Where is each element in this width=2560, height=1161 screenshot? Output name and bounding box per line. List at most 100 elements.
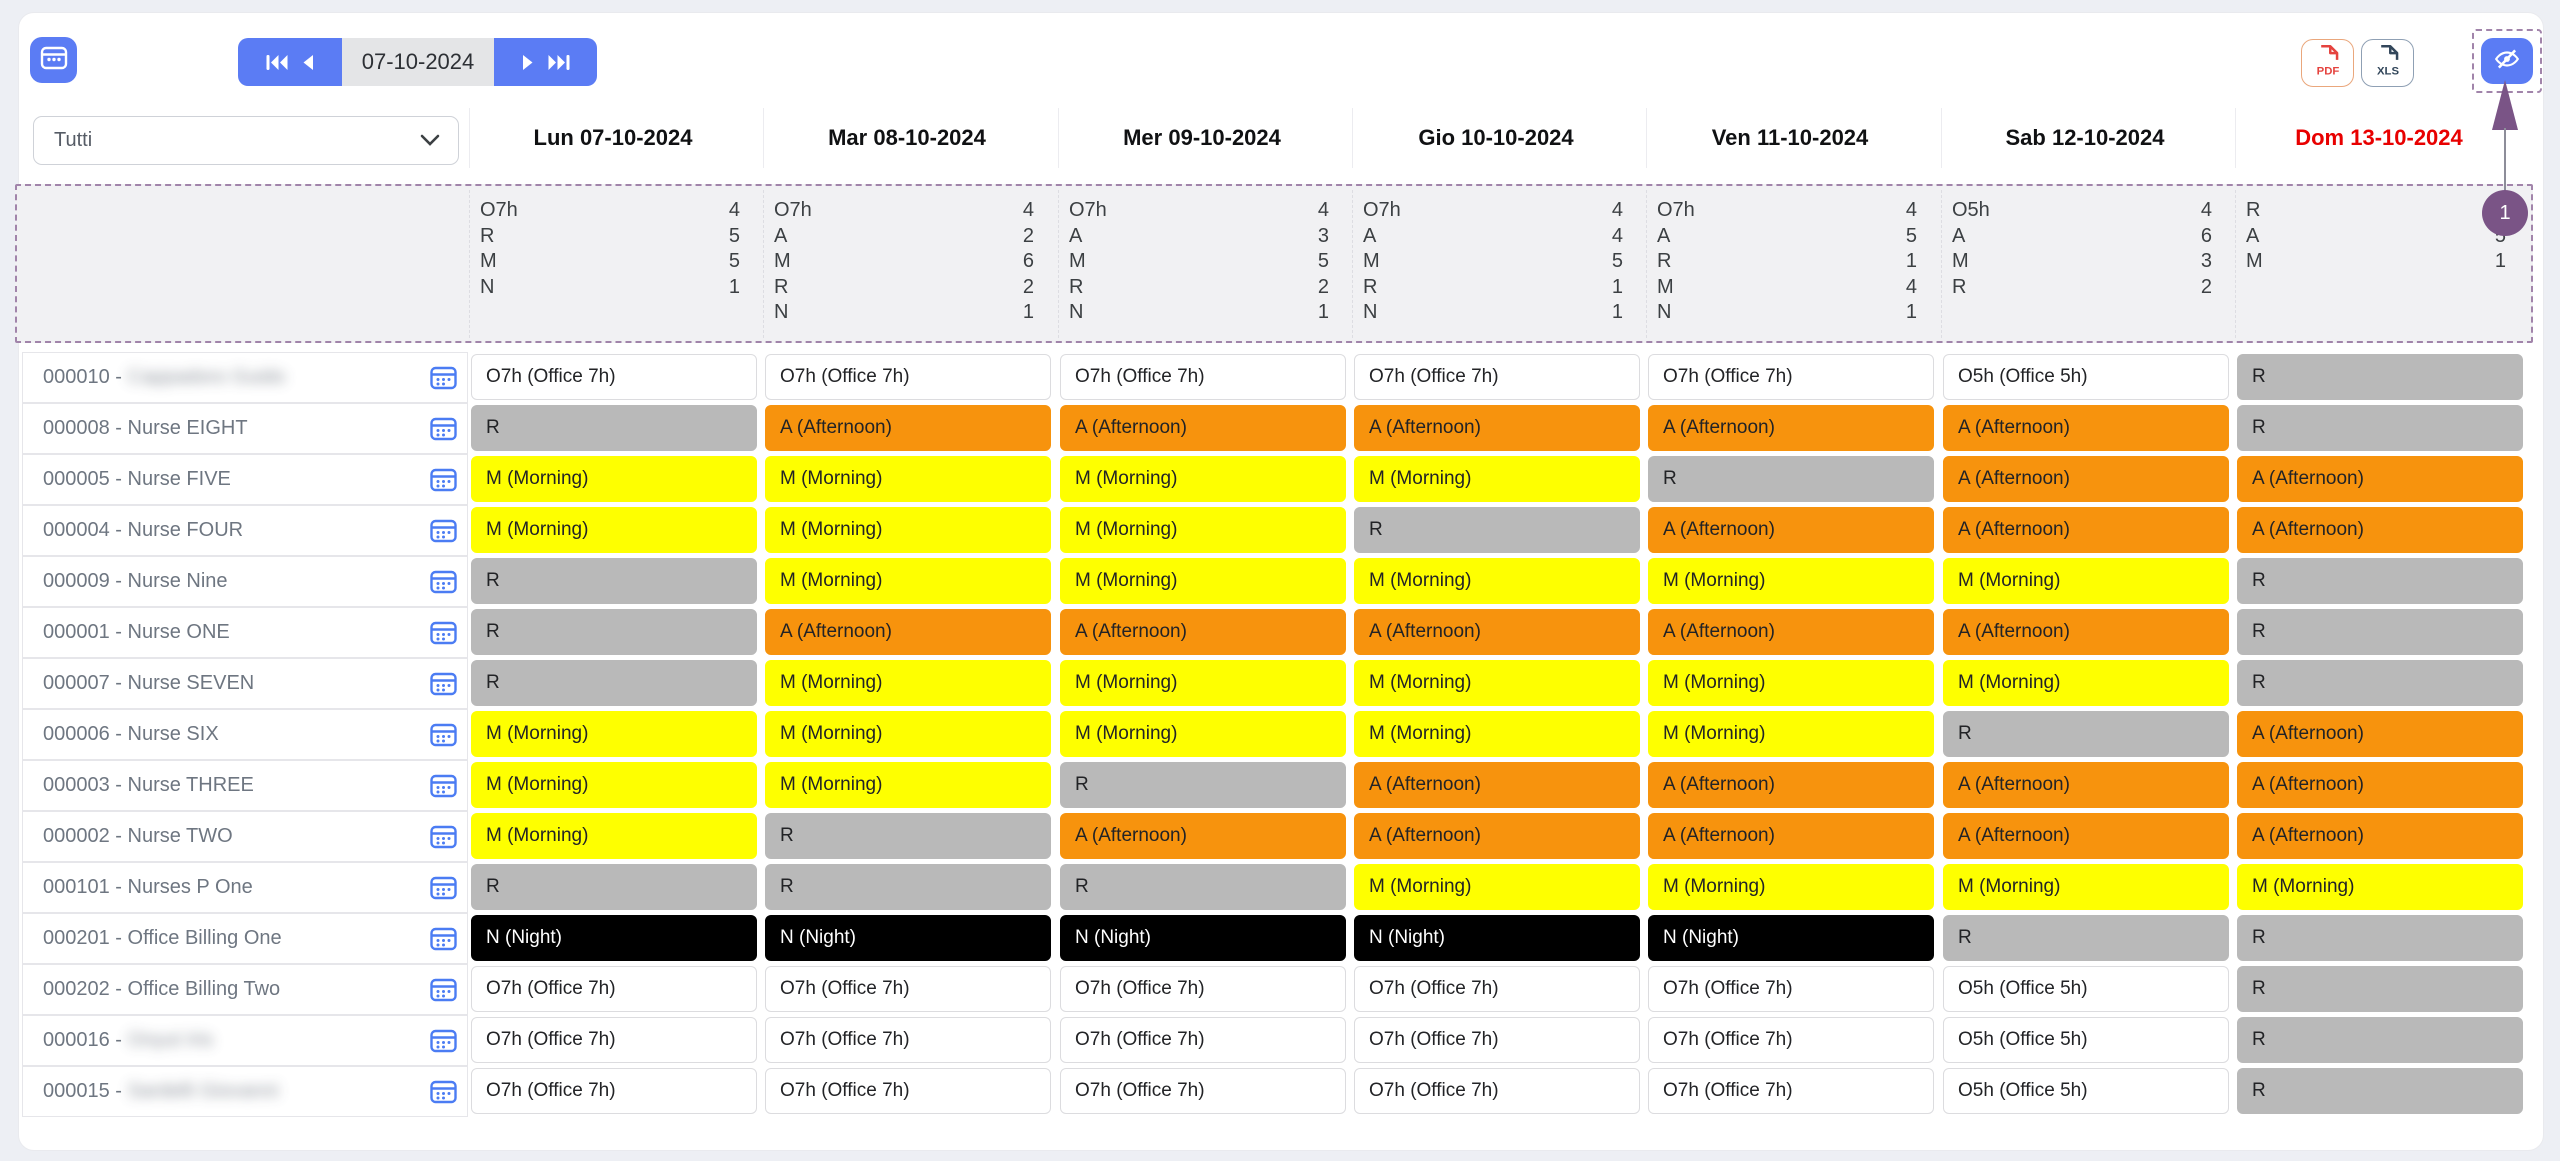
shift-cell[interactable]: O5h (Office 5h) bbox=[1943, 1017, 2229, 1063]
shift-cell[interactable]: R bbox=[471, 660, 757, 706]
shift-cell[interactable]: A (Afternoon) bbox=[1354, 813, 1640, 859]
shift-cell[interactable]: N (Night) bbox=[471, 915, 757, 961]
shift-cell[interactable]: M (Morning) bbox=[1060, 456, 1346, 502]
shift-cell[interactable]: A (Afternoon) bbox=[1943, 813, 2229, 859]
shift-cell[interactable]: M (Morning) bbox=[1648, 558, 1934, 604]
shift-cell[interactable]: M (Morning) bbox=[471, 813, 757, 859]
shift-cell[interactable]: A (Afternoon) bbox=[1943, 405, 2229, 451]
shift-cell[interactable]: A (Afternoon) bbox=[2237, 762, 2523, 808]
shift-cell[interactable]: A (Afternoon) bbox=[765, 405, 1051, 451]
shift-cell[interactable]: O7h (Office 7h) bbox=[765, 1017, 1051, 1063]
toggle-visibility-button[interactable] bbox=[2481, 38, 2533, 84]
shift-cell[interactable]: A (Afternoon) bbox=[1648, 405, 1934, 451]
shift-cell[interactable]: R bbox=[2237, 915, 2523, 961]
shift-cell[interactable]: M (Morning) bbox=[1354, 711, 1640, 757]
shift-cell[interactable]: O7h (Office 7h) bbox=[1354, 1017, 1640, 1063]
shift-cell[interactable]: N (Night) bbox=[765, 915, 1051, 961]
shift-cell[interactable]: O7h (Office 7h) bbox=[1354, 966, 1640, 1012]
shift-cell[interactable]: O7h (Office 7h) bbox=[471, 966, 757, 1012]
shift-cell[interactable]: N (Night) bbox=[1354, 915, 1640, 961]
shift-cell[interactable]: M (Morning) bbox=[765, 507, 1051, 553]
shift-cell[interactable]: O7h (Office 7h) bbox=[1648, 354, 1934, 400]
shift-cell[interactable]: O7h (Office 7h) bbox=[1648, 966, 1934, 1012]
shift-cell[interactable]: R bbox=[2237, 405, 2523, 451]
shift-cell[interactable]: M (Morning) bbox=[1354, 864, 1640, 910]
shift-cell[interactable]: M (Morning) bbox=[1060, 507, 1346, 553]
shift-cell[interactable]: R bbox=[1943, 915, 2229, 961]
shift-cell[interactable]: O7h (Office 7h) bbox=[765, 1068, 1051, 1114]
shift-cell[interactable]: M (Morning) bbox=[471, 711, 757, 757]
shift-cell[interactable]: O7h (Office 7h) bbox=[1354, 1068, 1640, 1114]
shift-cell[interactable]: R bbox=[765, 813, 1051, 859]
shift-cell[interactable]: A (Afternoon) bbox=[1648, 609, 1934, 655]
shift-cell[interactable]: A (Afternoon) bbox=[1648, 507, 1934, 553]
shift-cell[interactable]: M (Morning) bbox=[1648, 711, 1934, 757]
shift-cell[interactable]: A (Afternoon) bbox=[1354, 609, 1640, 655]
shift-cell[interactable]: A (Afternoon) bbox=[1060, 405, 1346, 451]
shift-cell[interactable]: R bbox=[471, 864, 757, 910]
row-calendar-icon[interactable] bbox=[430, 365, 457, 390]
row-calendar-icon[interactable] bbox=[430, 977, 457, 1002]
shift-cell[interactable]: A (Afternoon) bbox=[2237, 711, 2523, 757]
shift-cell[interactable]: A (Afternoon) bbox=[765, 609, 1051, 655]
shift-cell[interactable]: M (Morning) bbox=[1060, 660, 1346, 706]
export-pdf-button[interactable]: PDF bbox=[2301, 39, 2354, 87]
shift-cell[interactable]: O7h (Office 7h) bbox=[1060, 966, 1346, 1012]
shift-cell[interactable]: R bbox=[1354, 507, 1640, 553]
shift-cell[interactable]: M (Morning) bbox=[1648, 864, 1934, 910]
shift-cell[interactable]: O7h (Office 7h) bbox=[471, 1068, 757, 1114]
shift-cell[interactable]: R bbox=[471, 609, 757, 655]
shift-cell[interactable]: A (Afternoon) bbox=[2237, 456, 2523, 502]
shift-cell[interactable]: A (Afternoon) bbox=[1648, 813, 1934, 859]
shift-cell[interactable]: A (Afternoon) bbox=[1943, 507, 2229, 553]
row-calendar-icon[interactable] bbox=[430, 875, 457, 900]
row-calendar-icon[interactable] bbox=[430, 1028, 457, 1053]
shift-cell[interactable]: M (Morning) bbox=[765, 456, 1051, 502]
prev-icon[interactable] bbox=[302, 54, 314, 71]
shift-cell[interactable]: R bbox=[2237, 609, 2523, 655]
row-calendar-icon[interactable] bbox=[430, 1079, 457, 1104]
shift-cell[interactable]: M (Morning) bbox=[1648, 660, 1934, 706]
shift-cell[interactable]: O5h (Office 5h) bbox=[1943, 354, 2229, 400]
shift-cell[interactable]: O7h (Office 7h) bbox=[1060, 1017, 1346, 1063]
shift-cell[interactable]: R bbox=[1060, 762, 1346, 808]
shift-cell[interactable]: M (Morning) bbox=[1060, 558, 1346, 604]
shift-cell[interactable]: M (Morning) bbox=[471, 762, 757, 808]
current-date-field[interactable]: 07-10-2024 bbox=[342, 38, 494, 86]
shift-cell[interactable]: M (Morning) bbox=[1354, 456, 1640, 502]
shift-cell[interactable]: M (Morning) bbox=[765, 711, 1051, 757]
row-calendar-icon[interactable] bbox=[430, 824, 457, 849]
row-calendar-icon[interactable] bbox=[430, 671, 457, 696]
row-calendar-icon[interactable] bbox=[430, 620, 457, 645]
export-xls-button[interactable]: XLS bbox=[2361, 39, 2414, 87]
shift-cell[interactable]: R bbox=[765, 864, 1051, 910]
row-calendar-icon[interactable] bbox=[430, 722, 457, 747]
shift-cell[interactable]: M (Morning) bbox=[471, 456, 757, 502]
shift-cell[interactable]: A (Afternoon) bbox=[2237, 507, 2523, 553]
row-calendar-icon[interactable] bbox=[430, 467, 457, 492]
shift-cell[interactable]: O7h (Office 7h) bbox=[471, 1017, 757, 1063]
shift-cell[interactable]: M (Morning) bbox=[2237, 864, 2523, 910]
shift-cell[interactable]: M (Morning) bbox=[765, 558, 1051, 604]
shift-cell[interactable]: M (Morning) bbox=[1943, 660, 2229, 706]
shift-cell[interactable]: A (Afternoon) bbox=[1060, 609, 1346, 655]
staff-filter-select[interactable]: Tutti bbox=[33, 116, 459, 165]
shift-cell[interactable]: M (Morning) bbox=[471, 507, 757, 553]
shift-cell[interactable]: R bbox=[1060, 864, 1346, 910]
row-calendar-icon[interactable] bbox=[430, 773, 457, 798]
skip-first-icon[interactable] bbox=[266, 54, 288, 71]
shift-cell[interactable]: M (Morning) bbox=[1943, 864, 2229, 910]
shift-cell[interactable]: R bbox=[2237, 558, 2523, 604]
shift-cell[interactable]: R bbox=[471, 405, 757, 451]
shift-cell[interactable]: R bbox=[2237, 1017, 2523, 1063]
shift-cell[interactable]: A (Afternoon) bbox=[1648, 762, 1934, 808]
shift-cell[interactable]: M (Morning) bbox=[1060, 711, 1346, 757]
shift-cell[interactable]: A (Afternoon) bbox=[1943, 609, 2229, 655]
shift-cell[interactable]: O7h (Office 7h) bbox=[1354, 354, 1640, 400]
shift-cell[interactable]: O7h (Office 7h) bbox=[1648, 1068, 1934, 1114]
shift-cell[interactable]: O7h (Office 7h) bbox=[765, 966, 1051, 1012]
shift-cell[interactable]: A (Afternoon) bbox=[1354, 762, 1640, 808]
shift-cell[interactable]: M (Morning) bbox=[1354, 660, 1640, 706]
shift-cell[interactable]: R bbox=[2237, 660, 2523, 706]
row-calendar-icon[interactable] bbox=[430, 569, 457, 594]
